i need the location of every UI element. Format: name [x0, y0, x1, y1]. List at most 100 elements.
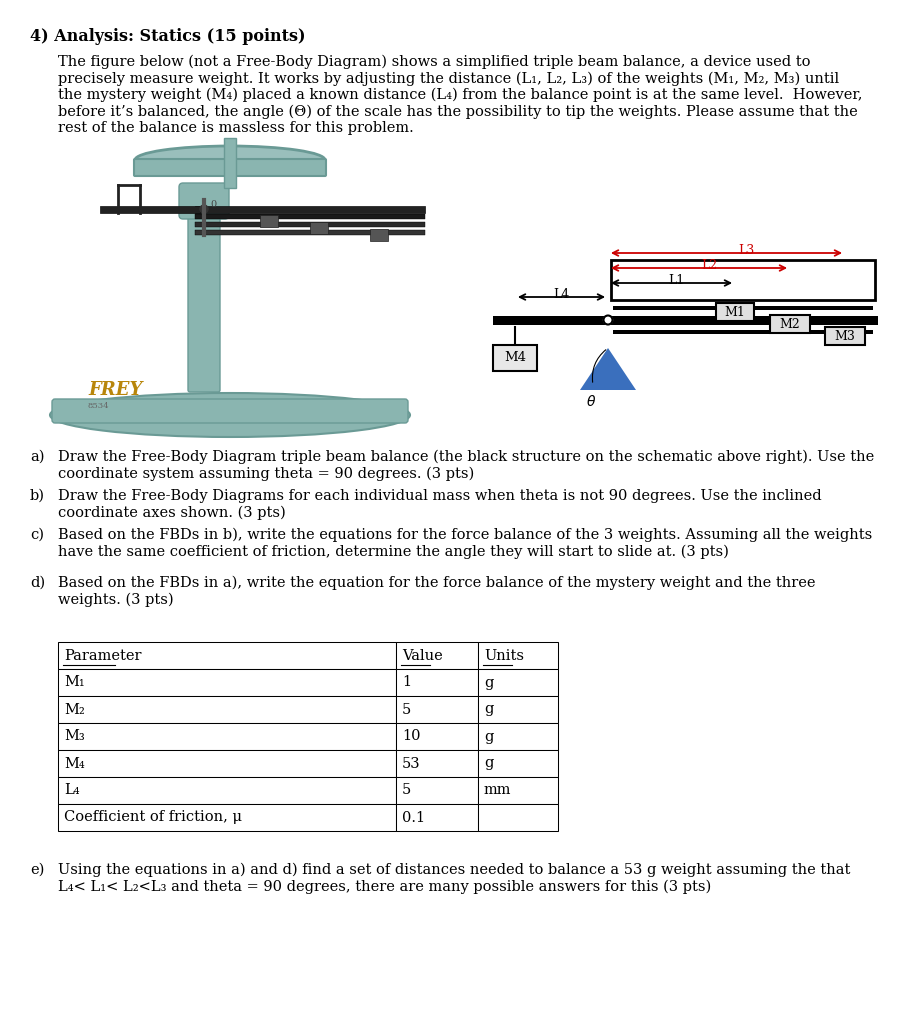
Text: Units: Units [484, 648, 524, 663]
Bar [716, 303, 754, 321]
Text: FREY: FREY [88, 381, 143, 399]
Bar [58, 669, 396, 696]
Bar [58, 642, 396, 669]
Text: 53: 53 [402, 757, 420, 770]
Text: c): c) [30, 528, 44, 542]
Bar [58, 696, 396, 723]
Text: g: g [484, 676, 493, 689]
Text: The figure below (not a Free-Body Diagram) shows a simplified triple beam balanc: The figure below (not a Free-Body Diagra… [58, 55, 811, 70]
Bar [396, 750, 478, 777]
Text: e): e) [30, 863, 44, 877]
Bar [825, 327, 865, 345]
Text: L4: L4 [553, 288, 569, 301]
Bar [611, 260, 875, 300]
Text: mm: mm [484, 783, 511, 798]
Text: $\theta$: $\theta$ [586, 394, 597, 409]
Text: a): a) [30, 450, 44, 464]
Bar [478, 669, 558, 696]
Text: M₄: M₄ [64, 757, 84, 770]
Bar [260, 215, 278, 227]
Text: g: g [484, 757, 493, 770]
Text: L₄: L₄ [64, 783, 80, 798]
Text: M₂: M₂ [64, 702, 84, 717]
Text: M₃: M₃ [64, 729, 84, 743]
Text: rest of the balance is massless for this problem.: rest of the balance is massless for this… [58, 121, 414, 135]
Polygon shape [580, 348, 636, 390]
Text: the mystery weight (M₄) placed a known distance (L₄) from the balance point is a: the mystery weight (M₄) placed a known d… [58, 88, 863, 102]
Ellipse shape [50, 393, 410, 437]
Bar [478, 723, 558, 750]
Text: Based on the FBDs in b), write the equations for the force balance of the 3 weig: Based on the FBDs in b), write the equat… [58, 528, 873, 543]
Bar [100, 206, 200, 213]
Text: 8534: 8534 [88, 402, 110, 410]
Bar [396, 777, 478, 804]
Text: have the same coefficient of friction, determine the angle they will start to sl: have the same coefficient of friction, d… [58, 545, 729, 559]
Bar [396, 642, 478, 669]
Text: 5: 5 [402, 702, 411, 717]
Text: L₄< L₁< L₂<L₃ and theta = 90 degrees, there are many possible answers for this (: L₄< L₁< L₂<L₃ and theta = 90 degrees, th… [58, 880, 711, 894]
Text: Parameter: Parameter [64, 648, 142, 663]
Bar [195, 222, 425, 227]
Bar [310, 222, 328, 234]
Text: Draw the Free-Body Diagram triple beam balance (the black structure on the schem: Draw the Free-Body Diagram triple beam b… [58, 450, 874, 465]
Bar [770, 315, 810, 333]
Bar [493, 315, 878, 325]
Bar [478, 696, 558, 723]
Bar [370, 229, 388, 241]
FancyBboxPatch shape [134, 159, 326, 176]
Bar [613, 318, 873, 322]
Ellipse shape [135, 146, 325, 174]
Bar [478, 804, 558, 831]
Text: M4: M4 [504, 351, 526, 364]
Bar [58, 750, 396, 777]
Text: precisely measure weight. It works by adjusting the distance (L₁, L₂, L₃) of the: precisely measure weight. It works by ad… [58, 72, 839, 86]
Bar [396, 696, 478, 723]
Text: L3: L3 [738, 244, 755, 257]
Text: before it’s balanced, the angle (Θ) of the scale has the possibility to tip the : before it’s balanced, the angle (Θ) of t… [58, 104, 858, 119]
Bar [478, 777, 558, 804]
Text: coordinate axes shown. (3 pts): coordinate axes shown. (3 pts) [58, 506, 286, 520]
Text: 1: 1 [402, 676, 411, 689]
Bar [396, 669, 478, 696]
Bar [58, 723, 396, 750]
Text: 0: 0 [210, 200, 216, 209]
Bar [613, 306, 873, 310]
FancyBboxPatch shape [493, 344, 537, 371]
Bar [58, 804, 396, 831]
Text: Draw the Free-Body Diagrams for each individual mass when theta is not 90 degree: Draw the Free-Body Diagrams for each ind… [58, 489, 822, 503]
Text: 5: 5 [402, 783, 411, 798]
Bar [195, 206, 425, 213]
Text: Coefficient of friction, μ: Coefficient of friction, μ [64, 811, 242, 824]
Text: 10: 10 [402, 729, 420, 743]
Text: g: g [484, 702, 493, 717]
FancyBboxPatch shape [52, 399, 408, 423]
FancyBboxPatch shape [179, 183, 229, 219]
Text: M3: M3 [834, 330, 855, 342]
Bar [478, 642, 558, 669]
Bar [396, 723, 478, 750]
Bar [478, 750, 558, 777]
Text: Using the equations in a) and d) find a set of distances needed to balance a 53 : Using the equations in a) and d) find a … [58, 863, 851, 878]
FancyBboxPatch shape [188, 208, 220, 392]
Bar [195, 230, 425, 234]
Circle shape [200, 205, 208, 213]
Circle shape [604, 315, 613, 325]
Text: M1: M1 [725, 305, 745, 318]
Bar [613, 330, 873, 334]
Text: 0.1: 0.1 [402, 811, 425, 824]
Text: L1: L1 [668, 274, 685, 287]
Text: M₁: M₁ [64, 676, 84, 689]
Text: L2: L2 [701, 259, 717, 272]
Text: d): d) [30, 575, 45, 590]
Text: g: g [484, 729, 493, 743]
Text: Value: Value [402, 648, 443, 663]
Bar [58, 777, 396, 804]
Text: weights. (3 pts): weights. (3 pts) [58, 593, 173, 607]
Text: coordinate system assuming theta = 90 degrees. (3 pts): coordinate system assuming theta = 90 de… [58, 467, 474, 481]
Bar [396, 804, 478, 831]
Bar [195, 214, 425, 219]
Text: b): b) [30, 489, 45, 503]
Text: 4) Analysis: Statics (15 points): 4) Analysis: Statics (15 points) [30, 28, 305, 45]
Text: M2: M2 [780, 317, 800, 331]
Bar [224, 138, 236, 188]
